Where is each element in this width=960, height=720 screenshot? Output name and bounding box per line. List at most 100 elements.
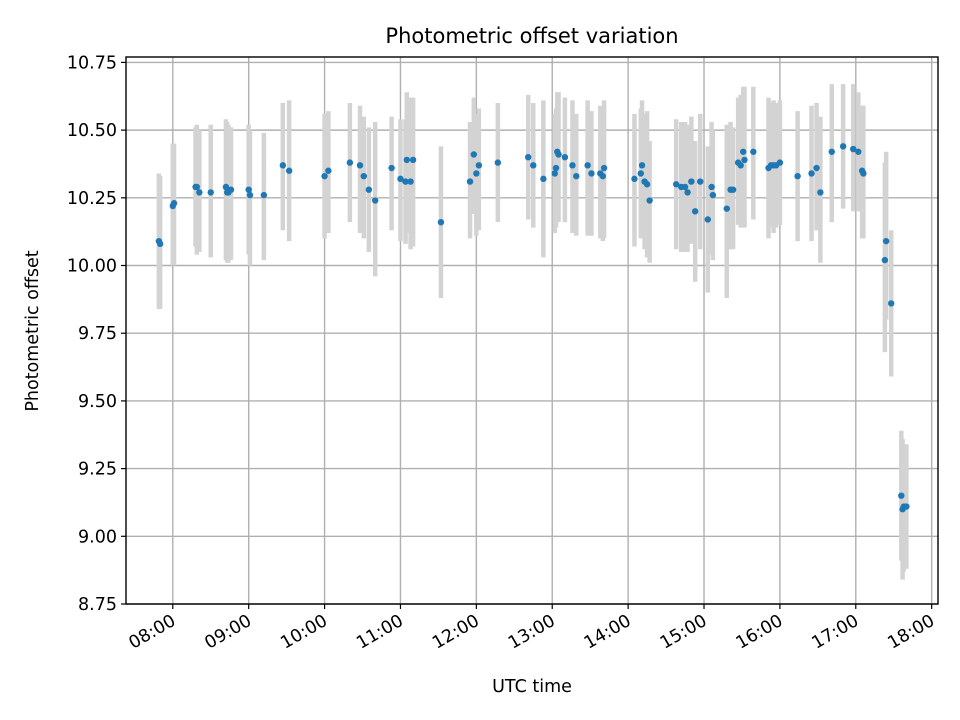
data-point: [903, 503, 910, 510]
data-point: [530, 162, 537, 169]
data-point: [569, 162, 576, 169]
data-point: [708, 183, 715, 191]
data-point: [723, 205, 730, 212]
data-point: [409, 156, 417, 164]
data-point: [573, 172, 580, 180]
x-axis-title: UTC time: [492, 677, 572, 697]
data-point: [850, 145, 857, 153]
y-tick-label: 10.75: [67, 53, 117, 73]
data-point: [704, 216, 712, 223]
data-point: [540, 175, 547, 183]
data-point: [888, 300, 895, 307]
x-tick-label: 09:00: [202, 611, 256, 654]
data-point: [552, 164, 560, 172]
y-axis: 8.75 9.00 9.25 9.50 9.75 10.00 10.25 10.50 10.75: [67, 53, 126, 615]
data-point: [688, 178, 695, 185]
data-point: [475, 162, 483, 169]
data-point: [646, 197, 653, 204]
data-point: [227, 186, 235, 193]
data-point: [245, 186, 252, 193]
data-point: [156, 240, 164, 248]
data-point: [494, 159, 502, 166]
data-point: [681, 183, 689, 191]
data-point: [207, 189, 214, 196]
data-point: [588, 170, 595, 177]
data-point: [525, 153, 532, 161]
data-point: [813, 164, 820, 172]
chart-title: Photometric offset variation: [385, 24, 678, 48]
x-tick-label: 12:00: [429, 611, 483, 654]
x-tick-label: 11:00: [353, 611, 407, 654]
data-point: [828, 148, 835, 155]
y-axis-title: Photometric offset: [23, 250, 43, 411]
x-tick-label: 14:00: [581, 611, 635, 654]
data-point: [402, 178, 409, 185]
data-point: [898, 492, 905, 499]
data-point: [638, 162, 646, 169]
data-point: [365, 186, 373, 193]
data-point: [466, 178, 474, 185]
data-point: [697, 178, 704, 185]
data-point: [741, 156, 748, 164]
x-tick-label: 15:00: [657, 611, 711, 654]
x-tick-label: 08:00: [126, 611, 180, 654]
data-point: [776, 159, 784, 166]
data-point: [260, 191, 268, 199]
x-tick-label: 16:00: [733, 611, 787, 654]
data-point: [371, 197, 379, 204]
y-tick-label: 9.25: [78, 460, 117, 480]
y-tick-label: 8.75: [78, 595, 117, 615]
data-point: [437, 218, 445, 226]
data-point: [346, 159, 354, 166]
y-tick-label: 10.00: [67, 257, 117, 277]
data-point: [551, 170, 558, 177]
data-point: [794, 172, 801, 180]
data-point: [279, 162, 287, 169]
data-point: [684, 189, 691, 196]
data-point: [403, 156, 410, 164]
y-tick-label: 10.25: [67, 189, 117, 209]
data-point: [356, 162, 364, 169]
y-tick-label: 10.50: [67, 121, 117, 141]
data-point: [600, 164, 608, 172]
data-point: [321, 172, 328, 180]
data-point: [599, 172, 607, 180]
data-point: [285, 167, 293, 174]
x-tick-label: 13:00: [505, 611, 559, 654]
data-point: [691, 208, 699, 215]
data-point: [397, 175, 404, 183]
data-point: [407, 178, 414, 185]
data-point: [170, 200, 178, 207]
data-point: [882, 237, 890, 245]
data-point: [193, 183, 201, 191]
data-point: [839, 143, 847, 150]
data-points: [155, 143, 910, 513]
data-point: [388, 164, 395, 172]
data-point: [855, 148, 862, 155]
x-axis: 08:00 09:00 10:00 11:00 12:00 13:00 14:00 15:00…: [126, 604, 938, 654]
data-point: [643, 181, 651, 188]
data-point: [729, 186, 737, 193]
y-tick-label: 9.75: [78, 324, 117, 344]
data-point: [808, 170, 815, 177]
data-point: [631, 175, 638, 183]
data-point: [740, 148, 747, 155]
data-point: [750, 148, 757, 155]
data-point: [196, 189, 203, 196]
grid: [126, 57, 938, 605]
data-point: [555, 151, 562, 158]
plot-frame: [125, 56, 939, 605]
y-tick-label: 9.50: [78, 392, 117, 412]
x-tick-label: 10:00: [277, 611, 331, 654]
data-point: [246, 191, 254, 199]
data-point: [817, 189, 824, 196]
x-tick-label: 17:00: [809, 611, 863, 654]
data-point: [672, 181, 680, 188]
data-point: [561, 153, 569, 161]
data-point: [222, 183, 230, 191]
data-point: [881, 256, 889, 264]
data-point: [584, 162, 591, 169]
data-point: [325, 167, 332, 174]
data-point: [737, 162, 744, 169]
